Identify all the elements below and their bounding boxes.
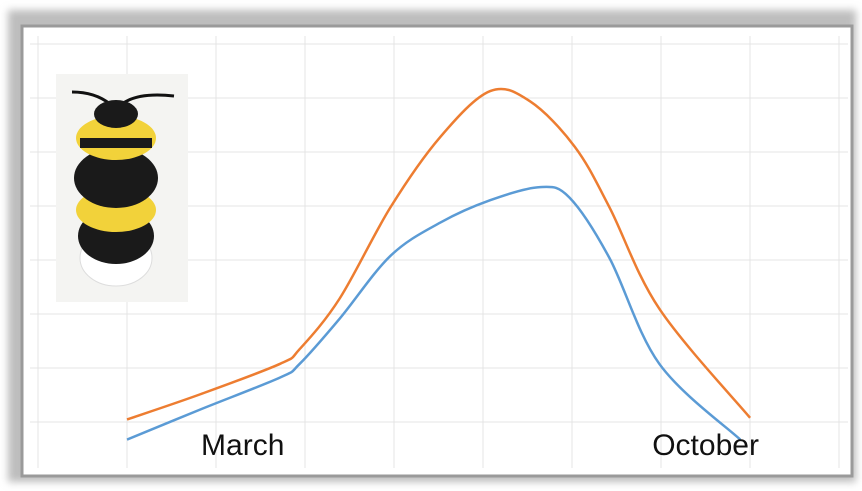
bee-illustration	[56, 74, 188, 302]
chart: March October	[0, 0, 862, 491]
x-tick-label: March	[201, 429, 284, 462]
x-tick-label: October	[652, 429, 759, 462]
